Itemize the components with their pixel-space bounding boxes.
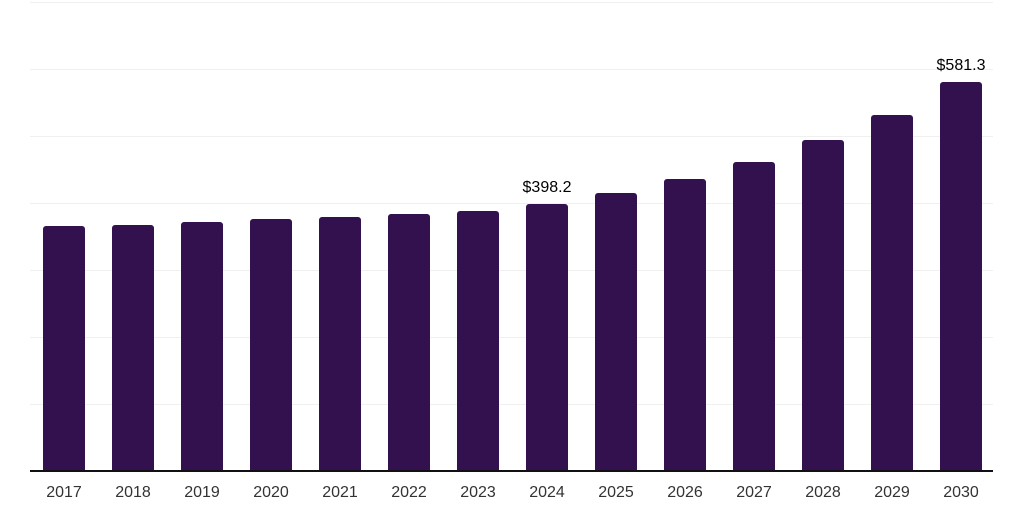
bar-2026 bbox=[664, 179, 706, 471]
gridline bbox=[30, 203, 993, 204]
bar-2028 bbox=[802, 140, 844, 471]
x-tick-label: 2024 bbox=[529, 484, 565, 501]
bar-2023 bbox=[457, 211, 499, 471]
x-tick-label: 2027 bbox=[736, 484, 772, 501]
gridline bbox=[30, 136, 993, 137]
bar-2022 bbox=[388, 214, 430, 471]
x-tick-label: 2030 bbox=[943, 484, 979, 501]
gridline bbox=[30, 69, 993, 70]
x-tick-label: 2019 bbox=[184, 484, 220, 501]
bar-2019 bbox=[181, 222, 223, 471]
x-tick-label: 2028 bbox=[805, 484, 841, 501]
bar-2020 bbox=[250, 219, 292, 471]
gridline bbox=[30, 404, 993, 405]
bar-2021 bbox=[319, 217, 361, 471]
bar-2024 bbox=[526, 204, 568, 471]
x-tick-label: 2020 bbox=[253, 484, 289, 501]
x-tick-label: 2026 bbox=[667, 484, 703, 501]
x-axis-line bbox=[30, 470, 993, 472]
bar-2018 bbox=[112, 225, 154, 471]
data-label-2030: $581.3 bbox=[936, 57, 986, 74]
x-tick-label: 2017 bbox=[46, 484, 82, 501]
bar-2027 bbox=[733, 162, 775, 471]
x-tick-label: 2025 bbox=[598, 484, 634, 501]
x-tick-label: 2021 bbox=[322, 484, 358, 501]
data-label-2024: $398.2 bbox=[522, 179, 572, 196]
bar-2030 bbox=[940, 82, 982, 471]
x-tick-label: 2023 bbox=[460, 484, 496, 501]
gridline bbox=[30, 270, 993, 271]
bar-2017 bbox=[43, 226, 85, 471]
x-tick-label: 2029 bbox=[874, 484, 910, 501]
x-tick-label: 2022 bbox=[391, 484, 427, 501]
x-tick-label: 2018 bbox=[115, 484, 151, 501]
gridline bbox=[30, 2, 993, 3]
bar-2029 bbox=[871, 115, 913, 471]
bar-2025 bbox=[595, 193, 637, 471]
gridline bbox=[30, 337, 993, 338]
